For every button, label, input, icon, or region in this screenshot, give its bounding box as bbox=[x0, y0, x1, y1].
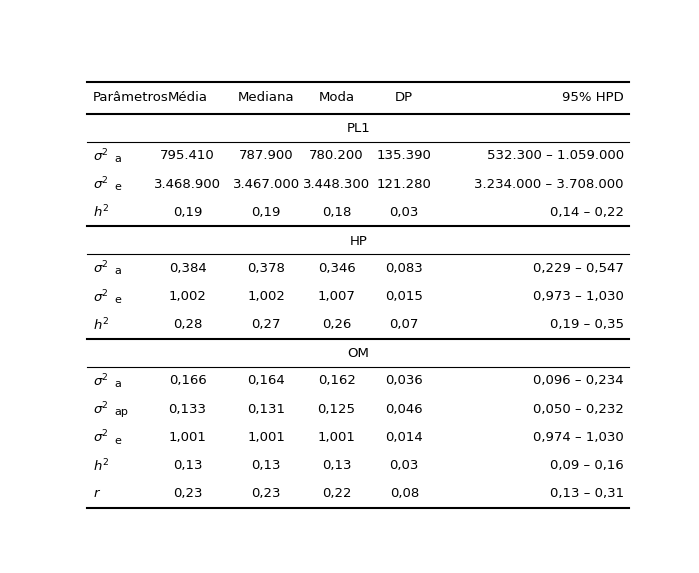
Text: 0,19: 0,19 bbox=[252, 206, 281, 219]
Text: 0,03: 0,03 bbox=[389, 459, 419, 472]
Text: 0,23: 0,23 bbox=[173, 488, 202, 500]
Text: 0,133: 0,133 bbox=[168, 403, 207, 415]
Text: $h^2$: $h^2$ bbox=[93, 204, 109, 221]
Text: $\sigma^2$: $\sigma^2$ bbox=[93, 429, 108, 446]
Text: $h^2$: $h^2$ bbox=[93, 457, 109, 474]
Text: 0,19: 0,19 bbox=[173, 206, 202, 219]
Text: e: e bbox=[115, 435, 122, 446]
Text: 3.234.000 – 3.708.000: 3.234.000 – 3.708.000 bbox=[474, 178, 624, 190]
Text: 0,22: 0,22 bbox=[322, 488, 352, 500]
Text: 1,002: 1,002 bbox=[168, 290, 206, 303]
Text: e: e bbox=[115, 182, 122, 192]
Text: 0,974 – 1,030: 0,974 – 1,030 bbox=[533, 431, 624, 444]
Text: 0,162: 0,162 bbox=[317, 375, 356, 387]
Text: $\sigma^2$: $\sigma^2$ bbox=[93, 288, 108, 305]
Text: 0,083: 0,083 bbox=[385, 262, 423, 275]
Text: 0,125: 0,125 bbox=[317, 403, 356, 415]
Text: 0,27: 0,27 bbox=[252, 319, 281, 331]
Text: 1,001: 1,001 bbox=[168, 431, 206, 444]
Text: $\sigma^2$: $\sigma^2$ bbox=[93, 176, 108, 193]
Text: Moda: Moda bbox=[319, 91, 354, 104]
Text: 780.200: 780.200 bbox=[309, 150, 364, 162]
Text: 0,378: 0,378 bbox=[247, 262, 285, 275]
Text: 95% HPD: 95% HPD bbox=[562, 91, 624, 104]
Text: $\sigma^2$: $\sigma^2$ bbox=[93, 147, 108, 164]
Text: 0,03: 0,03 bbox=[389, 206, 419, 219]
Text: 1,002: 1,002 bbox=[247, 290, 285, 303]
Text: 795.410: 795.410 bbox=[160, 150, 215, 162]
Text: a: a bbox=[115, 379, 122, 389]
Text: 0,13: 0,13 bbox=[322, 459, 352, 472]
Text: 3.467.000: 3.467.000 bbox=[233, 178, 300, 190]
Text: Média: Média bbox=[168, 91, 208, 104]
Text: 0,26: 0,26 bbox=[322, 319, 352, 331]
Text: $\sigma^2$: $\sigma^2$ bbox=[93, 260, 108, 277]
Text: 0,096 – 0,234: 0,096 – 0,234 bbox=[533, 375, 624, 387]
Text: $\sigma^2$: $\sigma^2$ bbox=[93, 401, 108, 418]
Text: 0,07: 0,07 bbox=[389, 319, 419, 331]
Text: 532.300 – 1.059.000: 532.300 – 1.059.000 bbox=[487, 150, 624, 162]
Text: 0,384: 0,384 bbox=[168, 262, 206, 275]
Text: e: e bbox=[115, 295, 122, 305]
Text: a: a bbox=[115, 266, 122, 276]
Text: 0,346: 0,346 bbox=[317, 262, 356, 275]
Text: 0,036: 0,036 bbox=[385, 375, 423, 387]
Text: 0,973 – 1,030: 0,973 – 1,030 bbox=[533, 290, 624, 303]
Text: 1,007: 1,007 bbox=[317, 290, 356, 303]
Text: Mediana: Mediana bbox=[238, 91, 294, 104]
Text: 1,001: 1,001 bbox=[317, 431, 356, 444]
Text: OM: OM bbox=[347, 347, 369, 360]
Text: 0,09 – 0,16: 0,09 – 0,16 bbox=[550, 459, 624, 472]
Text: 0,015: 0,015 bbox=[385, 290, 423, 303]
Text: PL1: PL1 bbox=[347, 122, 370, 135]
Text: 121.280: 121.280 bbox=[377, 178, 432, 190]
Text: 787.900: 787.900 bbox=[239, 150, 294, 162]
Text: Parâmetros: Parâmetros bbox=[93, 91, 168, 104]
Text: a: a bbox=[115, 154, 122, 164]
Text: 0,18: 0,18 bbox=[322, 206, 352, 219]
Text: 0,14 – 0,22: 0,14 – 0,22 bbox=[549, 206, 624, 219]
Text: 3.468.900: 3.468.900 bbox=[154, 178, 221, 190]
Text: 0,19 – 0,35: 0,19 – 0,35 bbox=[549, 319, 624, 331]
Text: 0,014: 0,014 bbox=[385, 431, 423, 444]
Text: 0,23: 0,23 bbox=[252, 488, 281, 500]
Text: 0,164: 0,164 bbox=[247, 375, 285, 387]
Text: 0,229 – 0,547: 0,229 – 0,547 bbox=[533, 262, 624, 275]
Text: 0,13 – 0,31: 0,13 – 0,31 bbox=[549, 488, 624, 500]
Text: $h^2$: $h^2$ bbox=[93, 316, 109, 333]
Text: 0,050 – 0,232: 0,050 – 0,232 bbox=[533, 403, 624, 415]
Text: ap: ap bbox=[115, 407, 129, 417]
Text: 1,001: 1,001 bbox=[247, 431, 285, 444]
Text: 0,13: 0,13 bbox=[252, 459, 281, 472]
Text: DP: DP bbox=[395, 91, 413, 104]
Text: 0,08: 0,08 bbox=[389, 488, 419, 500]
Text: 135.390: 135.390 bbox=[377, 150, 432, 162]
Text: 0,166: 0,166 bbox=[168, 375, 206, 387]
Text: $r$: $r$ bbox=[93, 488, 101, 500]
Text: 0,131: 0,131 bbox=[247, 403, 285, 415]
Text: 0,28: 0,28 bbox=[173, 319, 202, 331]
Text: 0,046: 0,046 bbox=[385, 403, 423, 415]
Text: 3.448.300: 3.448.300 bbox=[303, 178, 370, 190]
Text: $\sigma^2$: $\sigma^2$ bbox=[93, 372, 108, 389]
Text: 0,13: 0,13 bbox=[173, 459, 202, 472]
Text: HP: HP bbox=[350, 234, 367, 248]
